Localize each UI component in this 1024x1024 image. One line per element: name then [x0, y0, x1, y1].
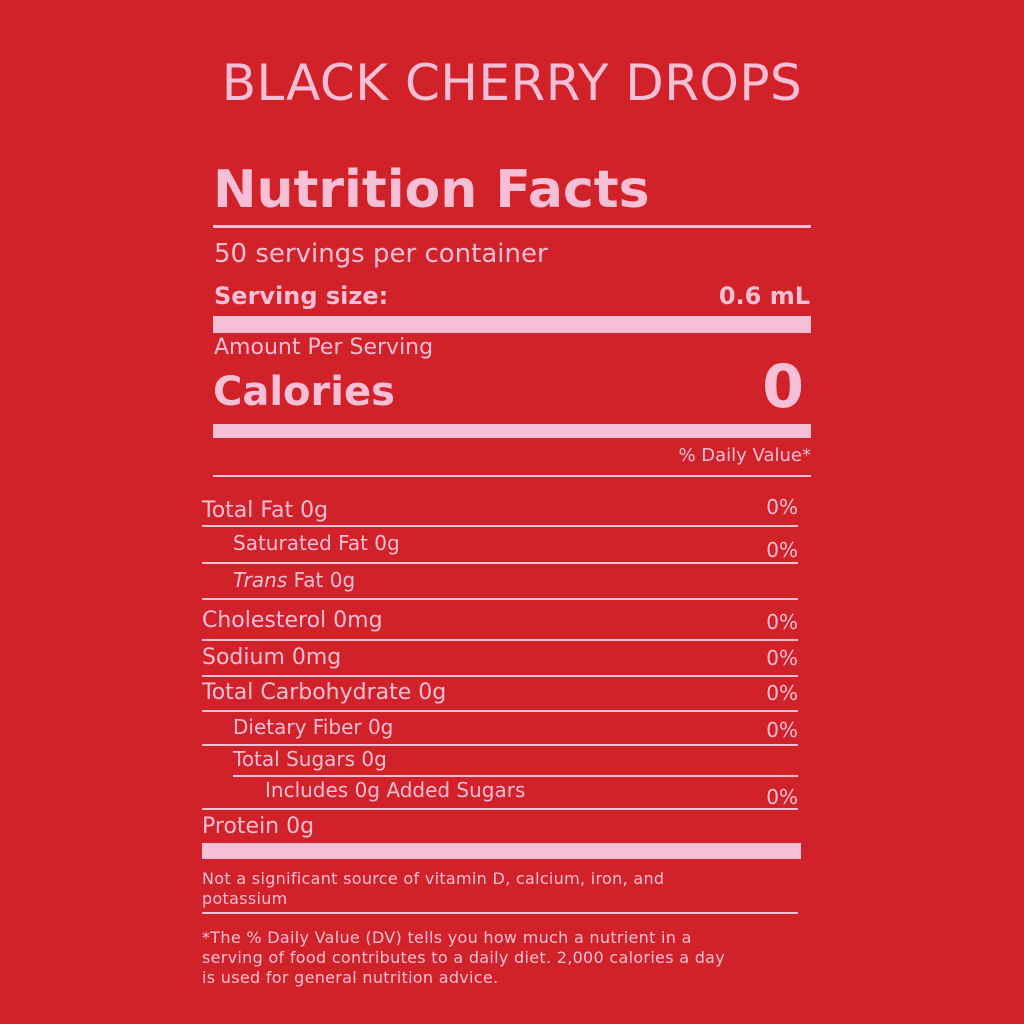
added-sugars-dv: 0%	[766, 785, 798, 809]
trans-fat-rest: Fat 0g	[287, 568, 356, 592]
sodium-dv: 0%	[766, 646, 798, 670]
sodium-label: Sodium 0mg	[202, 645, 342, 670]
saturated-fat-label: Saturated Fat 0g	[233, 531, 400, 555]
dietary-fiber-dv: 0%	[766, 718, 798, 742]
product-title: BLACK CHERRY DROPS	[221, 54, 803, 112]
footnote-line2: serving of food contributes to a daily d…	[202, 948, 726, 967]
saturated-fat-dv: 0%	[766, 538, 798, 562]
calories-value: 0	[762, 352, 804, 422]
trans-fat-label: Trans Fat 0g	[233, 565, 355, 595]
footnote-rule	[202, 912, 798, 914]
heading-rule	[213, 225, 811, 228]
total-carbohydrate-dv: 0%	[766, 681, 798, 705]
amount-per-serving: Amount Per Serving	[214, 335, 434, 360]
row-divider	[233, 775, 798, 777]
added-sugars-label: Includes 0g Added Sugars	[265, 778, 526, 802]
thick-rule-calories	[213, 424, 811, 438]
cholesterol-label: Cholesterol 0mg	[202, 608, 383, 633]
row-divider	[202, 675, 798, 677]
not-significant-line1: Not a significant source of vitamin D, c…	[202, 869, 665, 888]
row-divider	[202, 598, 798, 600]
daily-value-header: % Daily Value*	[678, 445, 811, 466]
protein-label: Protein 0g	[202, 814, 315, 839]
dv-rule	[213, 475, 811, 477]
trans-fat-italic: Trans	[233, 568, 288, 592]
row-divider	[202, 808, 798, 810]
calories-label: Calories	[213, 369, 395, 415]
nutrition-facts-heading: Nutrition Facts	[213, 160, 650, 220]
total-fat-label: Total Fat 0g	[202, 498, 329, 523]
row-divider	[202, 710, 798, 712]
serving-size-label: Serving size:	[214, 282, 389, 310]
footnote-line1: *The % Daily Value (DV) tells you how mu…	[202, 928, 692, 947]
not-significant-line2: potassium	[202, 889, 288, 908]
row-divider	[202, 639, 798, 641]
row-divider	[202, 525, 798, 527]
row-divider	[202, 562, 798, 564]
total-sugars-label: Total Sugars 0g	[233, 747, 387, 771]
servings-per-container: 50 servings per container	[214, 239, 548, 269]
cholesterol-dv: 0%	[766, 610, 798, 634]
total-carbohydrate-label: Total Carbohydrate 0g	[202, 680, 447, 705]
thick-rule-serving	[213, 316, 811, 333]
dietary-fiber-label: Dietary Fiber 0g	[233, 715, 394, 739]
row-divider	[202, 744, 798, 746]
footnote-line3: is used for general nutrition advice.	[202, 968, 499, 987]
total-fat-dv: 0%	[766, 495, 798, 519]
thick-rule-protein	[202, 843, 801, 859]
serving-size-value: 0.6 mL	[718, 282, 810, 310]
